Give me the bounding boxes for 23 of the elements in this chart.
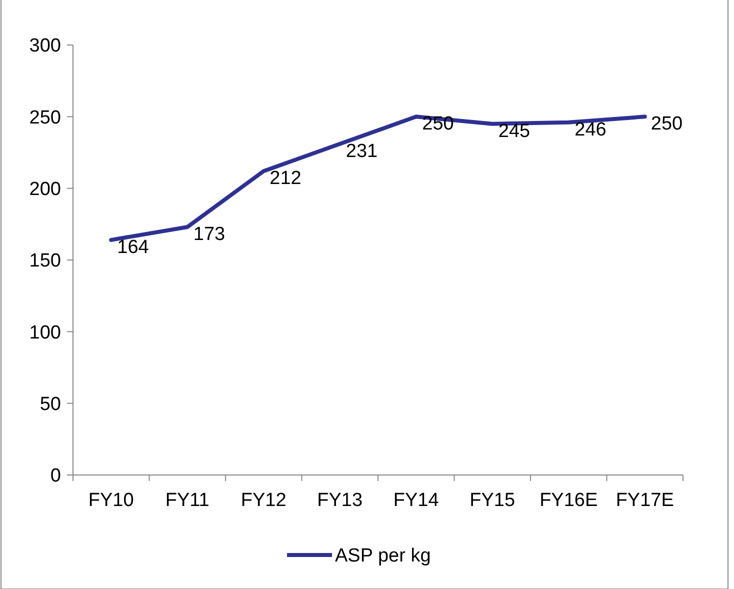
data-label: 231 [346,140,378,162]
data-label: 173 [193,224,226,246]
y-tick-label: 250 [29,107,61,128]
x-tick-label: FY15 [470,490,516,511]
y-tick-label: 100 [29,322,61,344]
y-tick-label: 0 [50,466,61,487]
data-label: 250 [650,114,683,135]
legend-label: ASP per kg [335,546,431,567]
y-tick-label: 200 [29,178,61,200]
x-tick-label: FY17E [616,490,674,511]
y-tick-label: 50 [40,394,61,415]
x-tick-label: FY13 [317,490,363,511]
x-tick-label: FY12 [240,490,286,511]
y-tick-label: 150 [29,250,61,272]
x-tick-label: FY10 [88,490,134,511]
data-label: 164 [117,236,150,258]
x-tick-label: FY14 [393,490,440,511]
data-label: 212 [270,168,302,190]
data-label: 245 [498,120,530,142]
y-tick-label: 300 [29,36,61,57]
data-label: 246 [574,119,606,140]
x-tick-label: FY11 [165,490,210,511]
x-tick-label: FY16E [540,490,598,511]
